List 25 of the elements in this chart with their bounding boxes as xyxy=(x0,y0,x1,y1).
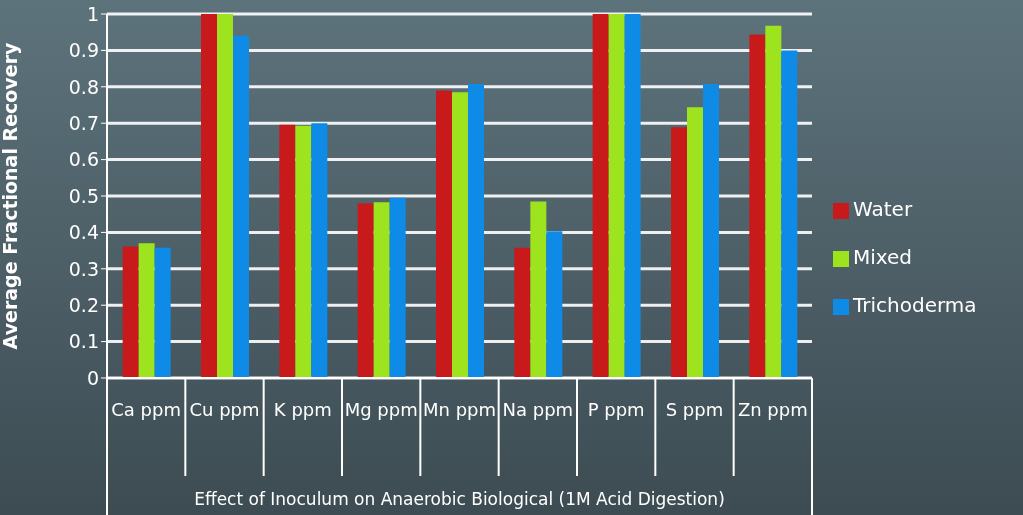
y-tick-label: 0.2 xyxy=(68,293,99,316)
x-tick-label: Ca ppm xyxy=(111,399,182,420)
x-tick-label: Na ppm xyxy=(502,399,574,420)
x-tick-label: S ppm xyxy=(665,399,724,420)
y-tick-label: 0 xyxy=(86,366,99,389)
x-tick-label: Mn ppm xyxy=(422,399,497,420)
legend-label: Mixed xyxy=(853,245,913,269)
x-tick-label: Zn ppm xyxy=(737,399,808,420)
x-tick-label: K ppm xyxy=(273,399,332,420)
x-tick-label: P ppm xyxy=(587,399,645,420)
y-tick-label: 1 xyxy=(86,2,99,25)
y-tick-label: 0.5 xyxy=(68,184,99,207)
x-tick-label: Cu ppm xyxy=(189,399,260,420)
legend-label: Water xyxy=(853,197,913,221)
y-tick-label: 0.9 xyxy=(68,39,99,62)
y-tick-label: 0.1 xyxy=(68,330,99,353)
y-tick-label: 0.3 xyxy=(68,257,99,280)
legend-label: Trichoderma xyxy=(853,293,977,317)
y-tick-label: 0.6 xyxy=(68,148,99,171)
y-tick-label: 0.4 xyxy=(68,221,99,244)
x-tick-label: Mg ppm xyxy=(344,399,418,420)
y-tick-label: 0.8 xyxy=(68,75,99,98)
y-tick-label: 0.7 xyxy=(68,111,99,134)
y-axis-title: Average Fractional Recovery xyxy=(0,41,21,350)
x-axis-title: Effect of Inoculum on Anaerobic Biological (1M Acid Digestion) xyxy=(194,489,725,509)
